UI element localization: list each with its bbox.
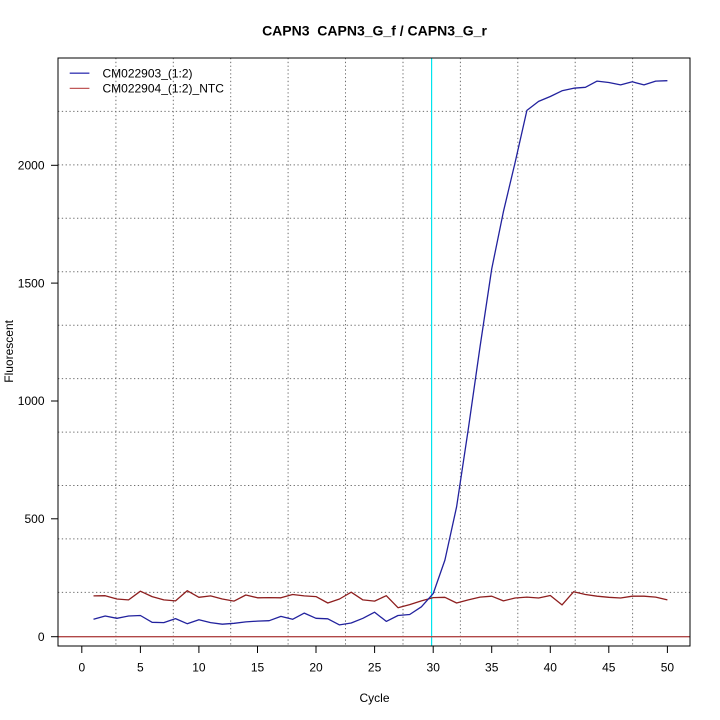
svg-text:0: 0 — [38, 630, 45, 644]
svg-text:2000: 2000 — [18, 159, 45, 173]
svg-text:Cycle: Cycle — [359, 691, 389, 705]
svg-text:1000: 1000 — [18, 394, 45, 408]
svg-text:40: 40 — [544, 661, 558, 675]
svg-text:15: 15 — [251, 661, 265, 675]
svg-text:10: 10 — [192, 661, 206, 675]
svg-text:CM022903_(1:2): CM022903_(1:2) — [103, 67, 193, 81]
svg-text:45: 45 — [602, 661, 616, 675]
svg-text:CAPN3 CAPN3_G_f / CAPN3_G_r: CAPN3 CAPN3_G_f / CAPN3_G_r — [262, 23, 487, 39]
svg-text:0: 0 — [78, 661, 85, 675]
svg-text:50: 50 — [661, 661, 675, 675]
svg-text:5: 5 — [137, 661, 144, 675]
svg-text:30: 30 — [427, 661, 441, 675]
svg-text:1500: 1500 — [18, 276, 45, 290]
svg-text:20: 20 — [309, 661, 323, 675]
svg-text:35: 35 — [485, 661, 499, 675]
svg-text:CM022904_(1:2)_NTC: CM022904_(1:2)_NTC — [103, 82, 225, 96]
svg-text:25: 25 — [368, 661, 382, 675]
svg-text:500: 500 — [24, 512, 44, 526]
svg-text:Fluorescent: Fluorescent — [2, 319, 16, 382]
